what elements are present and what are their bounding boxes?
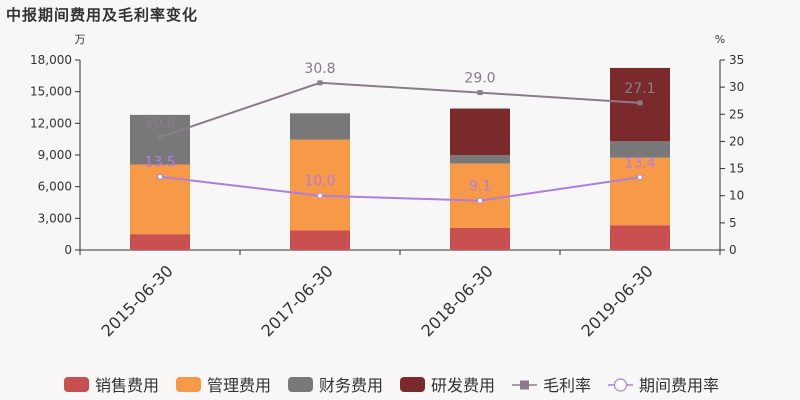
right-axis-tick-label: 5	[729, 216, 737, 230]
right-axis-tick-label: 35	[729, 53, 744, 67]
data-label: 27.1	[624, 81, 655, 97]
bar-segment	[610, 157, 670, 226]
left-axis-tick-label: 6,000	[38, 180, 72, 194]
data-label: 29.0	[464, 71, 495, 87]
left-axis-tick-label: 18,000	[30, 53, 72, 67]
right-axis-tick-label: 0	[729, 243, 737, 257]
right-axis-tick-label: 30	[729, 80, 744, 94]
line-series	[159, 81, 641, 139]
chart-title: 中报期间费用及毛利率变化	[6, 6, 199, 24]
legend-label: 期间费用率	[639, 376, 719, 395]
bar-segment	[450, 227, 510, 250]
line-point	[317, 80, 323, 86]
right-axis-tick-label: 25	[729, 107, 744, 121]
line-point	[477, 197, 483, 204]
left-axis-unit: 万	[75, 33, 86, 46]
data-label: 10.0	[304, 174, 335, 190]
x-axis-tick-label: 2017-06-30	[258, 261, 337, 340]
bar-segment	[130, 234, 190, 250]
bar-segment	[290, 113, 350, 140]
left-axis-tick-label: 12,000	[30, 116, 72, 130]
left-axis-tick-label: 15,000	[30, 85, 72, 99]
bar-segment	[610, 141, 670, 158]
legend-label: 毛利率	[543, 376, 591, 395]
right-axis-unit: %	[715, 33, 725, 46]
bar-segment	[450, 108, 510, 155]
bar-segment	[130, 114, 190, 165]
bar-segment	[450, 155, 510, 164]
line-point	[157, 173, 163, 180]
left-axis-tick-label: 3,000	[38, 211, 72, 225]
x-axis-tick-label: 2018-06-30	[418, 261, 497, 340]
data-label: 9.1	[469, 179, 491, 195]
data-label: 13.4	[624, 155, 655, 171]
legend-swatch	[288, 377, 313, 392]
legend-label: 研发费用	[431, 376, 495, 395]
legend-marker	[613, 378, 628, 392]
left-axis-tick-label: 9,000	[38, 148, 72, 162]
line-series	[159, 175, 641, 202]
bar-segment	[290, 139, 350, 231]
legend-swatch	[64, 377, 89, 392]
data-label: 30.8	[304, 61, 335, 77]
legend-swatch	[400, 377, 425, 392]
right-axis-tick-label: 20	[729, 134, 744, 148]
left-axis-tick-label: 0	[64, 243, 72, 257]
bar-segment	[290, 230, 350, 250]
line-point	[317, 192, 323, 199]
line-point	[637, 100, 643, 106]
line-point	[477, 90, 483, 96]
x-axis-tick-label: 2015-06-30	[98, 261, 177, 340]
data-label: 20.8	[144, 115, 175, 131]
line-point	[637, 174, 643, 181]
legend-label: 销售费用	[95, 376, 159, 395]
legend-label: 财务费用	[319, 376, 383, 395]
x-axis-tick-label: 2019-06-30	[578, 261, 657, 340]
legend-swatch	[176, 377, 201, 392]
bar-segment	[450, 163, 510, 228]
bar-segment	[610, 225, 670, 250]
right-axis-tick-label: 10	[729, 189, 744, 203]
right-axis-tick-label: 15	[729, 162, 744, 176]
legend-marker	[520, 380, 529, 390]
legend-label: 管理费用	[207, 376, 271, 395]
line-point	[157, 134, 163, 140]
data-label: 13.5	[144, 155, 175, 171]
